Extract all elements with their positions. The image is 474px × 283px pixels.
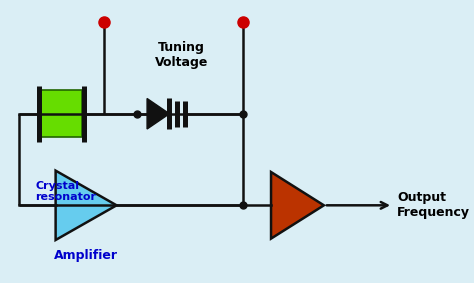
Polygon shape (271, 172, 324, 239)
Text: Amplifier: Amplifier (54, 249, 118, 262)
Polygon shape (55, 171, 117, 240)
Text: Tuning
Voltage: Tuning Voltage (155, 42, 208, 70)
Text: Crystal
resonator: Crystal resonator (35, 181, 96, 202)
Polygon shape (147, 98, 169, 129)
Bar (41, 90, 82, 137)
Text: Output
Frequency: Output Frequency (397, 191, 470, 219)
